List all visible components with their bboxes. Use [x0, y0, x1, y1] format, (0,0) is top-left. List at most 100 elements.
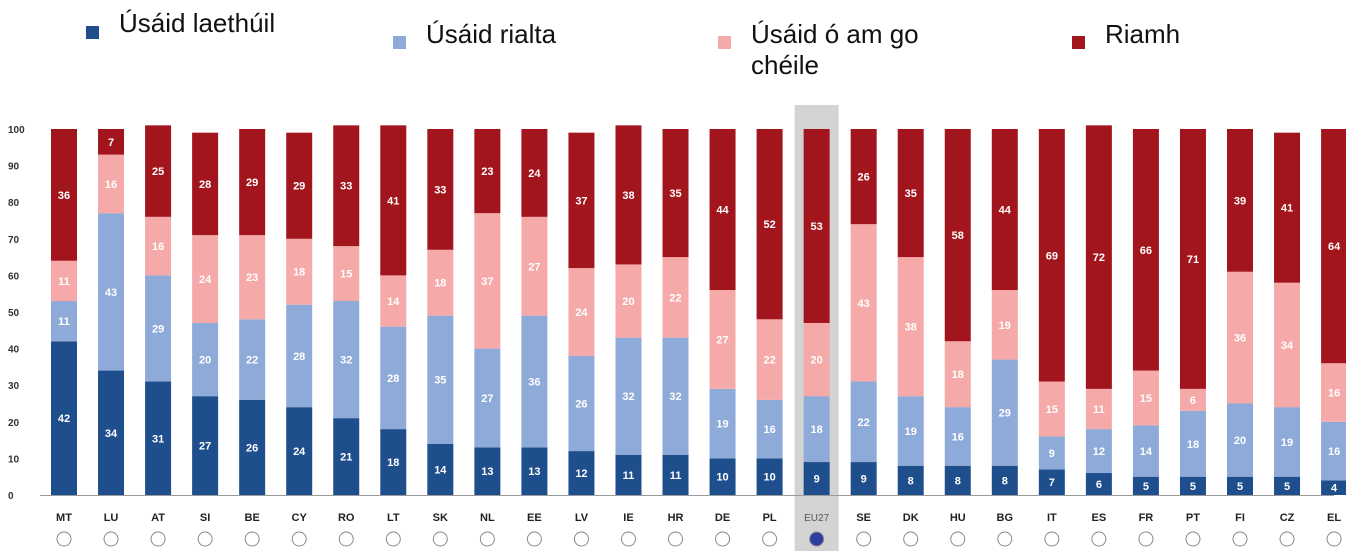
- bar-segment: [380, 429, 407, 495]
- data-label: 20: [811, 355, 823, 367]
- category-label: BE: [245, 512, 260, 524]
- bar-segment: [1085, 429, 1112, 474]
- data-label: 18: [387, 457, 399, 469]
- bar-segment: [51, 129, 77, 261]
- data-label: 15: [1140, 393, 1152, 405]
- flag-icon: [668, 531, 684, 547]
- flag-icon: [385, 531, 401, 547]
- bar-segment: [1085, 473, 1112, 495]
- bar-segment: [1179, 129, 1206, 389]
- bar-segment: [380, 326, 407, 430]
- bar-segment: [333, 246, 360, 302]
- bar-segment: [850, 129, 877, 225]
- data-label: 22: [763, 355, 775, 367]
- data-label: 36: [1234, 333, 1246, 345]
- bar-segment: [615, 125, 642, 265]
- bar-segment: [427, 129, 454, 250]
- bar-segment: [850, 462, 877, 495]
- data-label: 42: [58, 413, 70, 425]
- category-label: DE: [715, 512, 730, 524]
- bar-segment: [239, 319, 266, 400]
- y-tick-label: 40: [8, 345, 20, 356]
- data-label: 21: [340, 452, 352, 464]
- data-label: 14: [1140, 446, 1153, 458]
- data-label: 36: [528, 377, 540, 389]
- legend-label-occasional: Úsáid ó am go chéile: [751, 19, 919, 80]
- data-label: 38: [905, 322, 917, 334]
- data-label: 7: [1049, 477, 1055, 489]
- category-label: NL: [480, 512, 495, 524]
- category-label: SK: [433, 512, 448, 524]
- data-label: 18: [1187, 439, 1199, 451]
- bar-segment: [991, 465, 1018, 495]
- data-label: 37: [575, 195, 587, 207]
- data-label: 18: [952, 369, 964, 381]
- data-label: 20: [199, 355, 211, 367]
- category-label: IT: [1047, 512, 1057, 524]
- category-label: FR: [1139, 512, 1154, 524]
- data-label: 10: [763, 472, 775, 484]
- data-label: 14: [387, 296, 400, 308]
- category-label: CZ: [1280, 512, 1295, 524]
- data-label: 16: [952, 431, 964, 443]
- data-label: 12: [1093, 446, 1105, 458]
- bar-segment: [239, 129, 266, 236]
- data-label: 13: [481, 466, 493, 478]
- data-label: 28: [387, 373, 399, 385]
- bar-segment: [192, 132, 219, 236]
- data-label: 10: [716, 472, 728, 484]
- y-tick-label: 90: [8, 162, 20, 173]
- bar-segment: [192, 396, 219, 495]
- data-label: 41: [1281, 203, 1293, 215]
- legend-label-regular: Úsáid rialta: [426, 19, 557, 49]
- bar-segment: [474, 129, 501, 214]
- flag-icon: [1326, 531, 1342, 547]
- bar-segment: [991, 290, 1018, 360]
- bar-segment: [1132, 425, 1159, 477]
- data-label: 8: [908, 475, 914, 487]
- flag-icon: [856, 531, 872, 547]
- bar-segment: [1132, 476, 1159, 495]
- bar-segment: [145, 275, 172, 382]
- data-label: 27: [716, 334, 728, 346]
- data-label: 8: [1002, 475, 1008, 487]
- data-label: 11: [623, 470, 635, 482]
- bar-segment: [1227, 271, 1253, 404]
- bar-segment: [662, 454, 689, 495]
- data-label: 5: [1284, 481, 1290, 493]
- data-label: 11: [58, 316, 70, 328]
- data-label: 19: [905, 426, 917, 438]
- data-label: 39: [1234, 195, 1246, 207]
- data-label: 23: [481, 166, 493, 178]
- flag-icon: [197, 531, 213, 547]
- bar-segment: [474, 447, 501, 495]
- bar-segment: [51, 341, 77, 495]
- bar-segment: [427, 443, 454, 495]
- category-label: RO: [338, 512, 355, 524]
- flag-icon: [1044, 531, 1060, 547]
- category-label: ES: [1092, 512, 1107, 524]
- bar-segment: [1321, 421, 1346, 481]
- data-label: 24: [575, 307, 588, 319]
- bar-segment: [1132, 129, 1159, 371]
- flag-icon: [950, 531, 966, 547]
- flag-icon: [526, 531, 542, 547]
- bar-segment: [662, 257, 689, 338]
- data-label: 6: [1190, 395, 1196, 407]
- bar-segment: [192, 322, 219, 397]
- bar-segment: [98, 213, 125, 371]
- bar-segment: [145, 125, 172, 217]
- category-label: MT: [56, 512, 72, 524]
- data-label: 35: [905, 188, 917, 200]
- bar-segment: [662, 337, 689, 455]
- bar-segment: [1132, 370, 1159, 426]
- flag-icon: [338, 531, 354, 547]
- bar-segment: [1038, 436, 1065, 470]
- data-label: 38: [622, 190, 634, 202]
- bar-segment: [897, 465, 924, 495]
- bar-segment: [1274, 132, 1301, 283]
- data-label: 28: [293, 351, 305, 363]
- data-label: 19: [999, 320, 1011, 332]
- bar-segment: [756, 319, 783, 400]
